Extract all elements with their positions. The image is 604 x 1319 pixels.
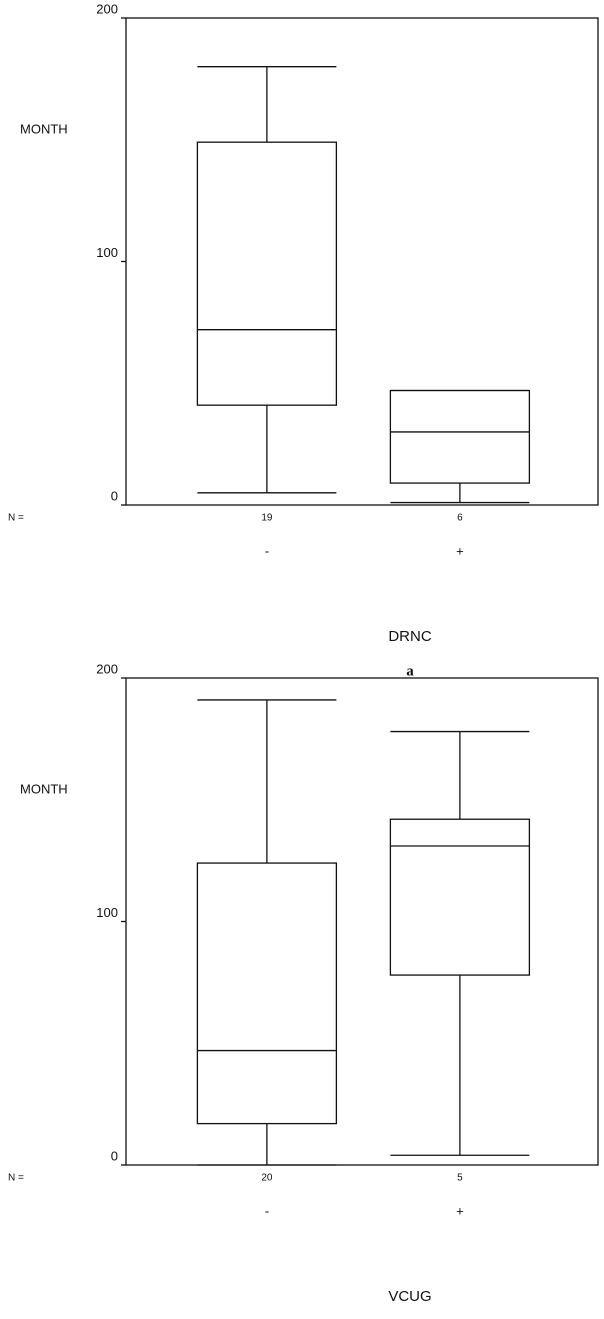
n-label: N =	[8, 1173, 24, 1184]
x-tick-label: +	[456, 1203, 464, 1218]
y-tick-label: 200	[96, 661, 118, 676]
x-tick-label: -	[265, 543, 269, 558]
x-tick-label: -	[265, 1203, 269, 1218]
y-axis-label: MONTH	[20, 121, 68, 136]
x-axis-label: VCUG	[388, 1288, 431, 1305]
box	[196, 862, 338, 1125]
box	[389, 389, 531, 484]
x-axis-label: DRNC	[388, 628, 431, 645]
y-tick-label: 0	[111, 488, 118, 503]
y-tick-label: 100	[96, 905, 118, 920]
n-count: 5	[457, 1173, 463, 1184]
y-axis-label: MONTH	[20, 781, 68, 796]
y-tick-label: 200	[96, 1, 118, 16]
box	[196, 141, 338, 406]
panel-caption: a	[406, 663, 414, 679]
y-tick-label: 100	[96, 245, 118, 260]
x-tick-label: +	[456, 543, 464, 558]
n-count: 20	[261, 1173, 273, 1184]
y-tick-label: 0	[111, 1148, 118, 1163]
n-count: 19	[261, 513, 273, 524]
n-label: N =	[8, 513, 24, 524]
box	[389, 818, 531, 976]
n-count: 6	[457, 513, 463, 524]
